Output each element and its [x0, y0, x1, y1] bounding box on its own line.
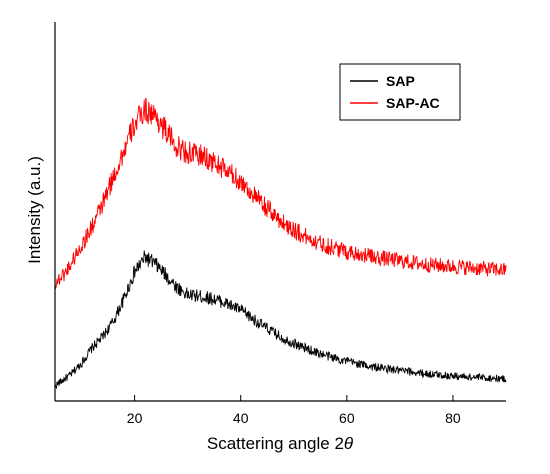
x-axis-title: Scattering angle 2θ — [207, 434, 354, 453]
legend-label-sap: SAP — [386, 73, 415, 89]
x-tick-label-60: 60 — [339, 410, 355, 426]
legend-box — [339, 63, 461, 121]
legend-label-sap-ac: SAP-AC — [386, 95, 440, 111]
x-tick-label-80: 80 — [445, 410, 461, 426]
legend: SAP SAP-AC — [339, 63, 461, 121]
x-tick-label-20: 20 — [127, 410, 143, 426]
series-layer — [54, 97, 507, 390]
x-tick-label-40: 40 — [233, 410, 249, 426]
x-axis-title-symbol: θ — [344, 434, 354, 453]
series-line-sap — [54, 250, 507, 390]
x-ticks: 20 40 60 80 — [127, 395, 461, 426]
series-line-sap-ac — [54, 97, 507, 290]
y-axis-title: Intensity (a.u.) — [25, 156, 44, 264]
